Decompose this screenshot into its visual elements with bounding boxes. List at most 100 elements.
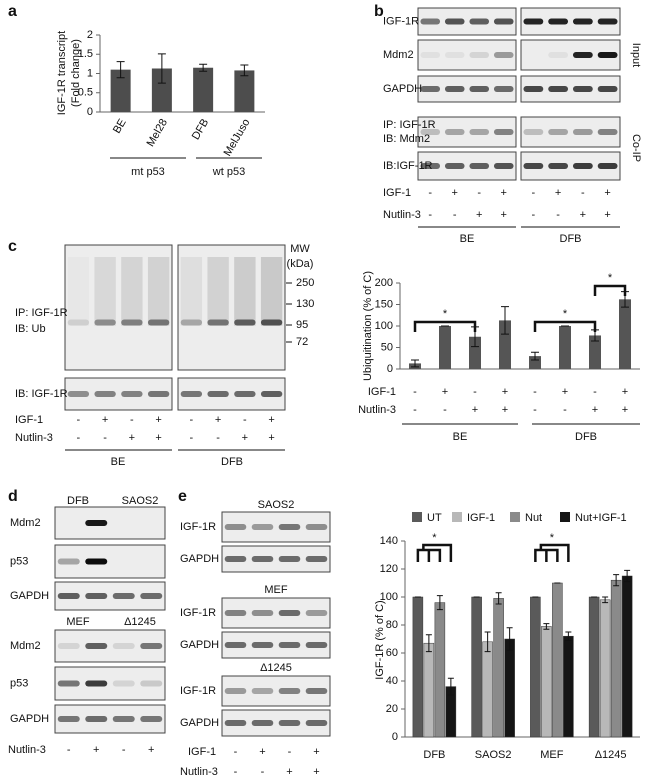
label: + [452,187,458,199]
label: IB: IGF-1R [15,388,68,400]
bar [193,67,214,112]
y-tick-label: 2 [87,29,93,41]
band [251,556,274,562]
label: + [622,404,628,416]
bar [599,599,611,738]
blot [64,244,173,371]
bar [151,68,172,112]
label: + [242,432,248,444]
bar [588,596,600,738]
band [224,720,247,726]
label: 95 [296,319,308,331]
band [121,319,143,326]
blot [221,597,331,629]
label: mt p53 [131,166,165,178]
band [251,720,274,726]
legend-swatch [510,512,520,522]
band [420,18,441,25]
error-bar [624,569,631,583]
band [251,610,274,616]
label: 72 [296,336,308,348]
error-bar [484,631,491,653]
band [469,52,490,58]
error-bar [506,627,513,651]
band [57,593,80,599]
y-tick-label: 0.5 [78,87,93,99]
band [140,643,163,649]
error-bar [425,634,432,653]
label: IB: Ub [15,323,46,335]
label: GAPDH [180,553,219,565]
band [85,593,108,599]
label: - [443,404,447,416]
band [572,163,593,169]
band [251,524,274,530]
band [67,391,90,397]
x-tick-label: DFB [190,117,211,142]
label: BE [111,456,126,468]
significance: * [550,532,555,544]
label: + [215,414,221,426]
x-tick-label: MEF [540,749,564,761]
blot [221,511,331,543]
band [444,52,465,58]
label: - [130,414,134,426]
error-bar [602,596,609,604]
label: + [562,386,568,398]
label: IGF-1 [368,386,396,398]
band [112,643,135,649]
label: MEF [66,616,90,628]
band [278,556,301,562]
label: BE [453,431,468,443]
blot [417,116,517,148]
y-tick-label: 80 [386,619,398,631]
y-tick-label: 1 [87,67,93,79]
band [85,558,108,565]
band [140,716,163,722]
label: - [77,432,81,444]
bar [471,596,482,738]
label: + [501,187,507,199]
band [234,319,256,326]
band [548,52,569,58]
band [260,391,283,397]
band [548,86,569,92]
band [305,556,328,562]
label: GAPDH [180,639,219,651]
blot [177,244,286,371]
y-tick-label: 50 [381,341,393,353]
band [224,556,247,562]
bar [412,596,424,738]
label: + [286,766,292,778]
significance: * [443,308,448,320]
legend-swatch [560,512,570,522]
label: IGF-1 [15,414,43,426]
bar [423,642,435,738]
smear [234,257,256,326]
band [94,319,116,326]
blot [54,544,166,579]
band [523,86,544,92]
label: - [581,187,585,199]
label: + [129,432,135,444]
label: IGF-1 [188,746,216,758]
label: - [216,432,220,444]
band [305,524,328,530]
band [305,642,328,648]
label: Mdm2 [10,517,41,529]
smear [207,257,229,326]
y-tick-label: 0 [392,731,398,743]
band [548,163,569,169]
band [548,129,569,135]
bar [434,602,446,738]
label: + [148,744,154,756]
band [207,391,229,397]
band [444,163,465,169]
label: - [234,746,238,758]
error-bar [543,623,550,630]
band [57,716,80,722]
smear [94,257,116,326]
error-bar [447,677,454,696]
band [305,610,328,616]
label: - [428,187,432,199]
